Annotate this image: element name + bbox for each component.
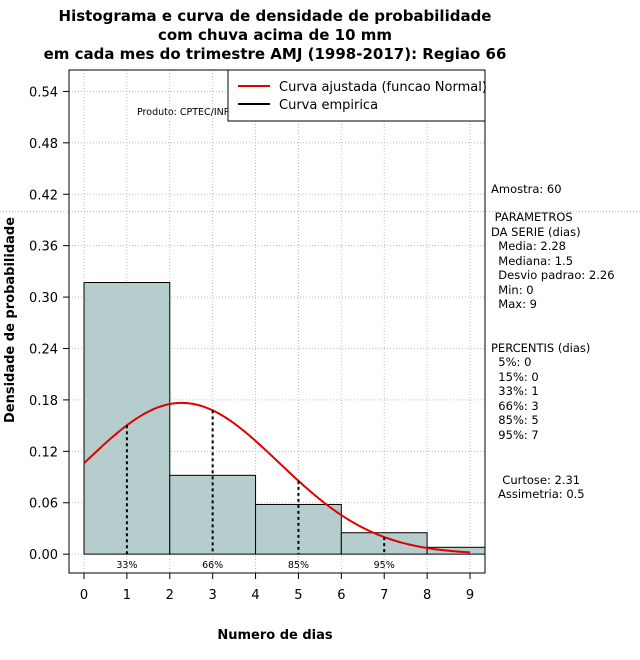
y-axis: 0.00 0.06 0.12 0.18 0.24 0.30 0.36 0.42 0.48 0.54 xyxy=(29,85,69,563)
percentile-line: 5%: 0 xyxy=(491,355,531,369)
y-tick-label: 0.36 xyxy=(29,240,58,255)
percentiles: PERCENTIS (dias) 5%: 0 15%: 0 33%: 1 66%… xyxy=(491,341,590,442)
shape-statistics: Curtose: 2.31 Assimetria: 0.5 xyxy=(495,473,585,501)
x-tick-label: 6 xyxy=(337,588,345,603)
y-tick-label: 0.06 xyxy=(29,497,58,512)
skewness: Assimetria: 0.5 xyxy=(498,487,585,501)
percentile-line: 95%: 7 xyxy=(491,428,539,442)
y-tick-label: 0.18 xyxy=(29,394,58,409)
product-annotation: Produto: CPTEC/INPE xyxy=(137,107,236,118)
x-tick-label: 4 xyxy=(251,588,259,603)
y-tick-label: 0.54 xyxy=(29,85,58,100)
y-tick-label: 0.48 xyxy=(29,137,58,152)
stats-panel: Amostra: 60 PARAMETROS DA SERIE (dias) M… xyxy=(491,182,615,501)
y-tick-label: 0.24 xyxy=(29,342,58,357)
series-parameters: PARAMETROS DA SERIE (dias) Media: 2.28 M… xyxy=(491,210,615,311)
percentile-label: 95% xyxy=(374,560,395,571)
x-axis: 0 1 2 3 4 5 6 7 8 9 xyxy=(80,573,474,603)
x-tick-label: 0 xyxy=(80,588,88,603)
param-line: Desvio padrao: 2.26 xyxy=(491,268,615,282)
y-axis-label: Densidade de probabilidade xyxy=(3,217,18,423)
y-tick-label: 0.12 xyxy=(29,445,58,460)
x-tick-label: 2 xyxy=(166,588,174,603)
percentile-label: 66% xyxy=(202,560,223,571)
histogram-bar xyxy=(83,282,171,555)
legend-label-fitted: Curva ajustada (funcao Normal) xyxy=(279,80,487,95)
percentile-label: 33% xyxy=(116,560,137,571)
x-tick-label: 5 xyxy=(294,588,302,603)
legend-label-empirical: Curva empirica xyxy=(279,98,378,113)
legend: Curva ajustada (funcao Normal) Curva emp… xyxy=(227,69,487,122)
param-line: Max: 9 xyxy=(491,297,537,311)
chart-title-line-1: Histograma e curva de densidade de proba… xyxy=(59,7,492,25)
y-tick-label: 0.00 xyxy=(29,548,58,563)
x-tick-label: 7 xyxy=(380,588,388,603)
chart-title-line-2: com chuva acima de 10 mm xyxy=(158,26,392,44)
sample-size: Amostra: 60 xyxy=(491,182,562,196)
normal-curve xyxy=(83,401,471,554)
percentile-line: 15%: 0 xyxy=(491,370,539,384)
param-line: PARAMETROS xyxy=(491,210,573,224)
legend-box xyxy=(227,69,486,122)
chart-title-line-3: em cada mes do trimestre AMJ (1998-2017)… xyxy=(44,45,507,63)
percentile-line: PERCENTIS (dias) xyxy=(491,341,590,355)
param-line: Min: 0 xyxy=(491,283,534,297)
x-tick-label: 8 xyxy=(423,588,431,603)
x-axis-label: Numero de dias xyxy=(217,628,333,643)
x-tick-label: 1 xyxy=(123,588,131,603)
param-line: Media: 2.28 xyxy=(491,239,566,253)
kurtosis: Curtose: 2.31 xyxy=(495,473,580,487)
x-tick-label: 9 xyxy=(466,588,474,603)
percentile-line: 85%: 5 xyxy=(491,413,539,427)
x-tick-label: 3 xyxy=(209,588,217,603)
normal-curve-path xyxy=(83,401,471,554)
percentile-line: 66%: 3 xyxy=(491,399,539,413)
percentile-label: 85% xyxy=(288,560,309,571)
param-line: Mediana: 1.5 xyxy=(491,254,573,268)
y-tick-label: 0.30 xyxy=(29,291,58,306)
y-tick-label: 0.42 xyxy=(29,188,58,203)
param-line: DA SERIE (dias) xyxy=(491,225,581,239)
percentile-lines: 33% 66% 85% 95% xyxy=(116,410,395,571)
percentile-line: 33%: 1 xyxy=(491,384,539,398)
histogram-bars xyxy=(83,282,486,555)
